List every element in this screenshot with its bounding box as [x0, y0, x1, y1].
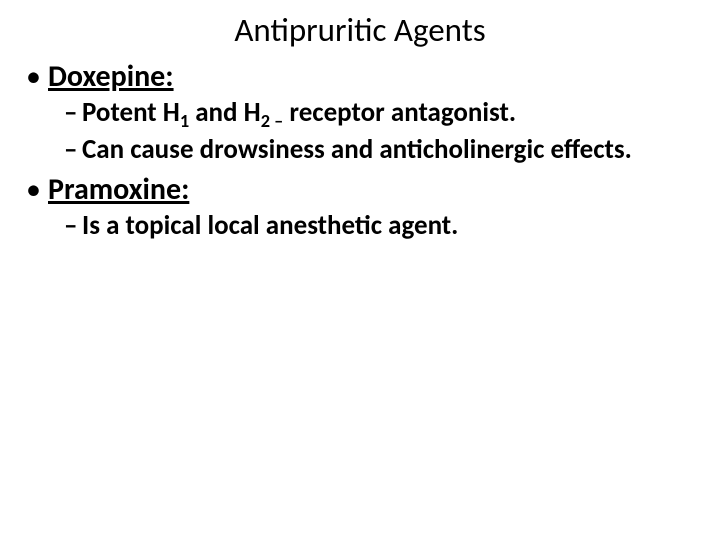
bullet-dot: •	[26, 58, 48, 95]
level1-item: •Pramoxine: –Is a topical local anesthet…	[26, 171, 712, 242]
level1-heading: Doxepine:	[48, 58, 174, 95]
level2-text: Potent H1 and H2 – receptor antagonist.	[82, 96, 516, 129]
dash-icon: –	[64, 97, 82, 129]
level2-item: –Is a topical local anesthetic agent.	[64, 210, 712, 242]
level2-text: Can cause drowsiness and anticholinergic…	[82, 133, 632, 166]
level1-heading: Pramoxine:	[48, 171, 189, 208]
level1-item: •Doxepine: –Potent H1 and H2 – receptor …	[26, 58, 712, 167]
level1-list: •Doxepine: –Potent H1 and H2 – receptor …	[8, 58, 712, 242]
bullet-dot: •	[26, 171, 48, 208]
slide-title: Antipruritic Agents	[8, 10, 712, 50]
dash-icon: –	[64, 210, 82, 242]
level2-list: –Potent H1 and H2 – receptor antagonist.…	[26, 97, 712, 167]
dash-icon: –	[64, 134, 82, 166]
level2-text: Is a topical local anesthetic agent.	[82, 209, 458, 242]
level2-item: –Potent H1 and H2 – receptor antagonist.	[64, 97, 712, 132]
level2-item: –Can cause drowsiness and anticholinergi…	[64, 134, 712, 166]
level2-list: –Is a topical local anesthetic agent.	[26, 210, 712, 242]
